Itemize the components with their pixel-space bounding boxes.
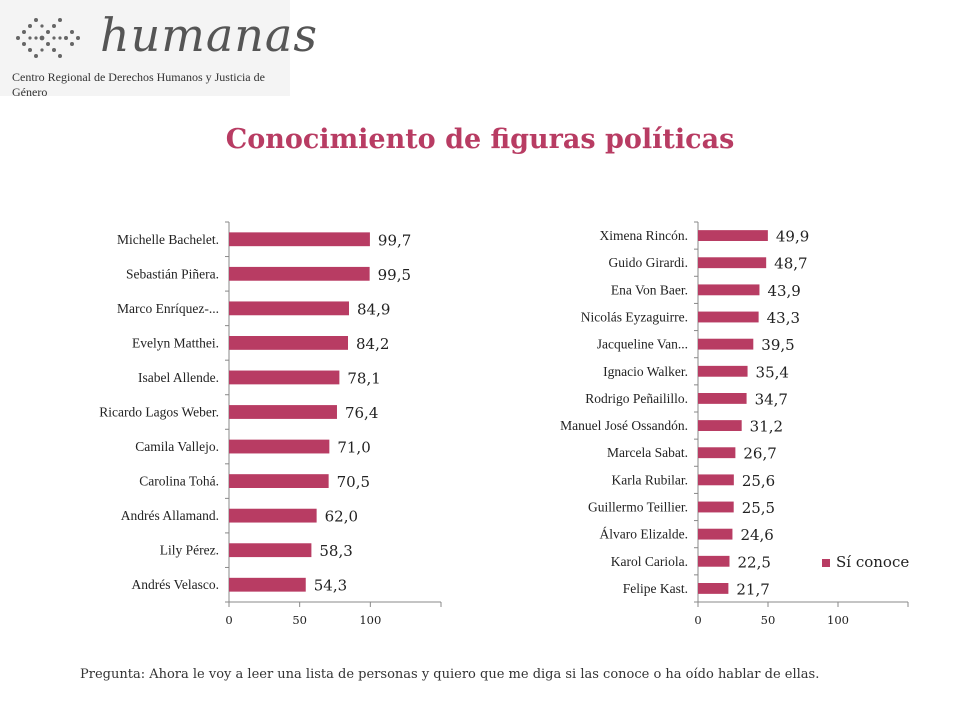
bar bbox=[229, 577, 306, 592]
category-label: Andrés Velasco. bbox=[132, 577, 219, 592]
category-label: Sebastián Piñera. bbox=[126, 266, 219, 281]
value-label: 76,4 bbox=[345, 404, 378, 422]
bar bbox=[229, 370, 340, 385]
bar bbox=[698, 284, 760, 296]
value-label: 99,7 bbox=[378, 231, 411, 249]
value-label: 22,5 bbox=[738, 553, 771, 571]
value-label: 99,5 bbox=[378, 266, 411, 284]
bar bbox=[229, 543, 312, 558]
page-title: Conocimiento de figuras políticas bbox=[225, 124, 735, 155]
value-label: 58,3 bbox=[319, 542, 352, 560]
logo-wordmark: humanas bbox=[100, 8, 318, 62]
bar bbox=[698, 447, 736, 459]
category-label: Felipe Kast. bbox=[623, 581, 688, 596]
category-label: Guido Girardi. bbox=[609, 255, 688, 270]
bar bbox=[698, 393, 747, 404]
bar bbox=[698, 420, 742, 431]
bar bbox=[229, 232, 370, 247]
value-label: 34,7 bbox=[755, 390, 788, 408]
logo-mark-icon bbox=[16, 18, 80, 58]
bar bbox=[229, 266, 370, 281]
category-label: Camila Vallejo. bbox=[135, 439, 219, 454]
value-label: 43,3 bbox=[767, 309, 800, 327]
bar-chart-right: Ximena Rincón. 49,9 Guido Girardi. 48,7 Ena … bbox=[560, 221, 909, 627]
category-label: Ricardo Lagos Weber. bbox=[99, 405, 219, 420]
x-tick-label: 100 bbox=[359, 613, 381, 627]
value-label: 78,1 bbox=[347, 369, 380, 387]
category-label: Andrés Allamand. bbox=[121, 508, 219, 523]
x-tick-label: 0 bbox=[694, 613, 701, 627]
x-tick-label: 100 bbox=[827, 613, 849, 627]
bar bbox=[229, 439, 330, 454]
bar-chart-left: Michelle Bachelet. 99,7 Sebastián Piñera. 9… bbox=[99, 221, 442, 627]
category-label: Marcela Sabat. bbox=[607, 445, 688, 460]
value-label: 54,3 bbox=[314, 577, 347, 595]
x-tick-label: 50 bbox=[761, 613, 776, 627]
category-label: Nicolás Eyzaguirre. bbox=[581, 310, 688, 325]
bar bbox=[698, 501, 734, 513]
bar bbox=[698, 338, 754, 350]
bar bbox=[698, 474, 734, 486]
bar bbox=[698, 311, 759, 323]
legend-label: Sí conoce bbox=[836, 553, 910, 571]
bar bbox=[698, 555, 730, 567]
bar bbox=[698, 257, 767, 269]
category-label: Álvaro Elizalde. bbox=[600, 527, 688, 542]
bar bbox=[698, 230, 768, 241]
category-label: Carolina Tohá. bbox=[139, 474, 219, 489]
category-label: Ignacio Walker. bbox=[603, 364, 688, 379]
value-label: 43,9 bbox=[767, 282, 800, 300]
bar bbox=[229, 336, 349, 350]
x-tick-label: 0 bbox=[225, 613, 232, 627]
category-label: Manuel José Ossandón. bbox=[560, 418, 688, 433]
value-label: 35,4 bbox=[756, 363, 789, 381]
logo: humanas Centro Regional de Derechos Huma… bbox=[0, 0, 317, 99]
category-label: Rodrigo Peñailillo. bbox=[585, 391, 688, 406]
value-label: 25,6 bbox=[742, 472, 775, 490]
logo-subtitle: Centro Regional de Derechos Humanos y Ju… bbox=[12, 70, 265, 99]
bar bbox=[229, 301, 349, 316]
value-label: 24,6 bbox=[740, 526, 773, 544]
bar bbox=[698, 528, 733, 540]
value-label: 48,7 bbox=[774, 255, 807, 273]
category-label: Ena Von Baer. bbox=[611, 282, 688, 297]
category-label: Karla Rubilar. bbox=[612, 472, 688, 487]
category-label: Jacqueline Van... bbox=[597, 337, 688, 352]
bar bbox=[229, 405, 337, 419]
value-label: 21,7 bbox=[736, 580, 769, 598]
category-label: Michelle Bachelet. bbox=[117, 232, 219, 247]
footnote: Pregunta: Ahora le voy a leer una lista … bbox=[80, 667, 820, 682]
category-label: Marco Enríquez-... bbox=[117, 301, 219, 316]
value-label: 25,5 bbox=[742, 499, 775, 517]
category-label: Guillermo Teillier. bbox=[588, 500, 688, 515]
category-label: Isabel Allende. bbox=[138, 370, 219, 385]
category-label: Lily Pérez. bbox=[160, 543, 219, 558]
value-label: 62,0 bbox=[325, 508, 358, 526]
bar bbox=[698, 365, 748, 377]
category-label: Ximena Rincón. bbox=[600, 228, 688, 243]
value-label: 31,2 bbox=[750, 418, 783, 436]
category-label: Karol Cariola. bbox=[611, 554, 688, 569]
category-label: Evelyn Matthei. bbox=[132, 335, 219, 350]
bar bbox=[229, 508, 317, 523]
x-tick-label: 50 bbox=[292, 613, 307, 627]
legend: Sí conoce bbox=[822, 553, 909, 571]
bar bbox=[698, 583, 729, 594]
value-label: 71,0 bbox=[337, 439, 370, 457]
value-label: 49,9 bbox=[776, 228, 809, 246]
legend-swatch bbox=[822, 559, 830, 567]
value-label: 84,2 bbox=[356, 335, 389, 353]
value-label: 26,7 bbox=[743, 445, 776, 463]
bar bbox=[229, 474, 329, 488]
value-label: 70,5 bbox=[337, 473, 370, 491]
value-label: 39,5 bbox=[761, 336, 794, 354]
value-label: 84,9 bbox=[357, 300, 390, 318]
